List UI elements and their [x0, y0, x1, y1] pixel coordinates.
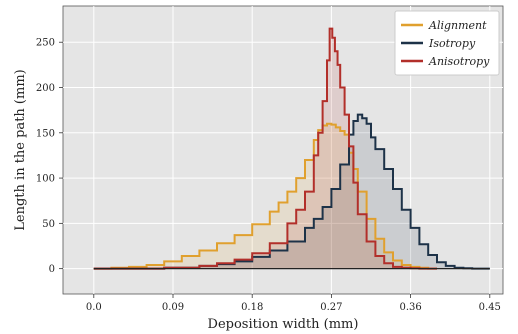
x-tick-label: 0.18: [241, 302, 263, 313]
y-tick-label: 250: [36, 38, 55, 49]
y-axis-label: Length in the path (mm): [13, 69, 28, 230]
x-tick-label: 0.09: [162, 302, 184, 313]
x-tick-label: 0.27: [320, 302, 342, 313]
y-tick-label: 50: [42, 219, 55, 230]
y-tick-label: 200: [36, 83, 55, 94]
y-tick-label: 0: [49, 264, 55, 275]
legend-label-isotropy: Isotropy: [428, 37, 476, 50]
legend-box: [394, 10, 500, 76]
legend-label-anisotropy: Anisotropy: [428, 55, 490, 68]
x-tick-label: 0.45: [479, 302, 501, 313]
legend: Alignment Isotropy Anisotropy: [394, 10, 500, 76]
x-tick-label: 0.0: [86, 302, 102, 313]
legend-label-alignment: Alignment: [428, 19, 487, 32]
y-tick-label: 100: [36, 174, 55, 185]
x-tick-label: 0.36: [399, 302, 421, 313]
series-fill-isotropy: [93, 114, 490, 269]
series-line-anisotropy: [93, 27, 437, 270]
y-tick-label: 150: [36, 128, 55, 139]
series-fill-alignment: [93, 123, 438, 269]
x-axis-label: Deposition width (mm): [208, 317, 359, 332]
series-layer: [93, 27, 490, 270]
axes: 0.0 0.09 0.18 0.27 0.36 0.45 0 50 100 150 200 250: [36, 38, 501, 313]
series-fill-anisotropy: [93, 28, 438, 269]
